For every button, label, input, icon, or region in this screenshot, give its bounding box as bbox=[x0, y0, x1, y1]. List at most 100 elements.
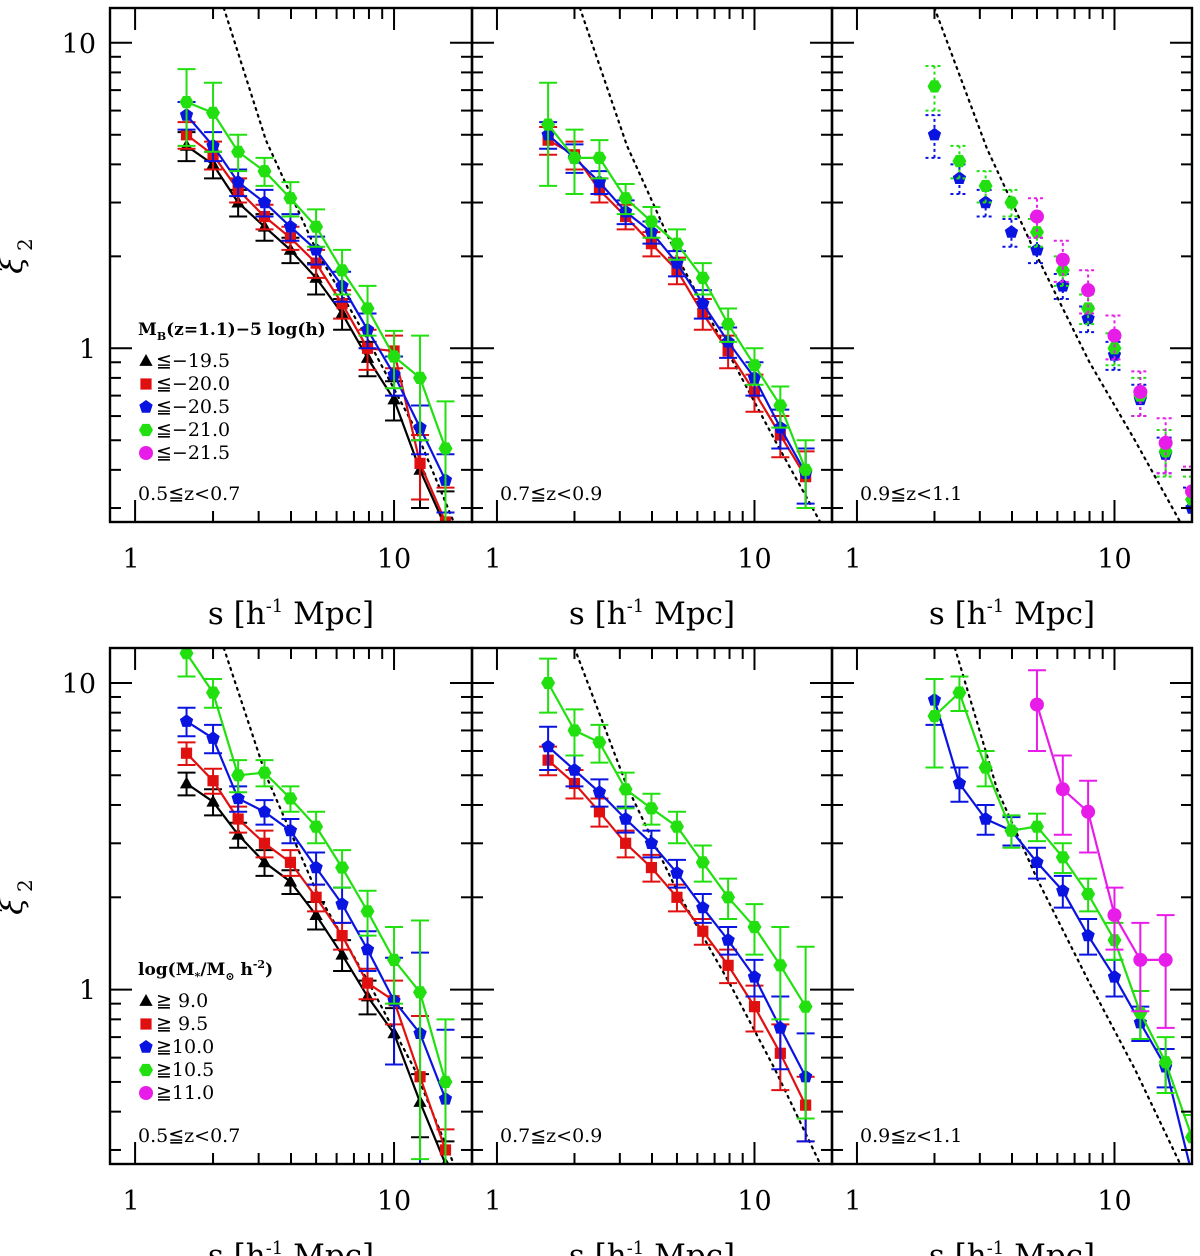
legend-title-part: /M bbox=[200, 960, 225, 980]
legend-entry-label: ≦−19.5 bbox=[156, 350, 230, 372]
legend-marker bbox=[139, 423, 153, 437]
legend-title-sub: * bbox=[195, 970, 201, 983]
legend-entry-label: ≧10.5 bbox=[156, 1059, 214, 1081]
data-point bbox=[257, 804, 272, 818]
data-point bbox=[1185, 1167, 1198, 1180]
data-point bbox=[1107, 342, 1122, 355]
data-point bbox=[257, 195, 272, 209]
x-tick-label: 10 bbox=[1097, 1186, 1131, 1217]
data-point bbox=[1081, 887, 1096, 901]
data-point bbox=[207, 775, 219, 787]
data-point bbox=[671, 891, 683, 903]
x-tick-label: 1 bbox=[844, 1186, 861, 1217]
series-line bbox=[547, 682, 807, 1008]
data-point bbox=[927, 710, 942, 723]
data-point bbox=[1056, 883, 1070, 897]
x-axis-label-main: s [h bbox=[208, 596, 266, 632]
data-point bbox=[232, 813, 244, 825]
reference-dotted-line bbox=[933, 8, 1182, 522]
legend-mass: log(M*/M⊙ h-2) ≧ 9.0≧ 9.5≧10.0≧10.5≧11.0 bbox=[138, 958, 273, 1104]
data-point bbox=[360, 942, 375, 956]
panel-r0-c0: 1 10s [h-1 Mpc]0.5≦z<0.7MB(z=1.1)−5 log(h… bbox=[108, 6, 474, 632]
data-point bbox=[1158, 1056, 1173, 1069]
data-point bbox=[387, 953, 401, 966]
data-point bbox=[1185, 1131, 1192, 1144]
data-point bbox=[360, 905, 375, 918]
data-point bbox=[1158, 952, 1173, 967]
legend-entry-label: ≧ 9.0 bbox=[156, 990, 208, 1012]
x-axis-label-main: s [h bbox=[569, 1238, 627, 1256]
data-point bbox=[1055, 252, 1070, 267]
data-point bbox=[284, 856, 297, 868]
data-point bbox=[283, 823, 298, 837]
data-point bbox=[206, 794, 220, 807]
plot-area bbox=[177, 648, 455, 1164]
data-point bbox=[414, 457, 426, 469]
data-point bbox=[335, 861, 350, 874]
data-point bbox=[206, 731, 220, 744]
x-axis-label: s [h-1 Mpc] bbox=[208, 596, 374, 632]
x-axis-label-unit: Mpc] bbox=[644, 596, 735, 632]
data-point bbox=[773, 959, 788, 972]
y-axis-label: ξ2 bbox=[0, 238, 37, 274]
data-point bbox=[309, 820, 324, 833]
data-point bbox=[721, 318, 736, 331]
data-point bbox=[387, 350, 401, 363]
panel-r1-c2: 1 10 s [h-1 Mpc] 0.9≦z<1.1 bbox=[830, 646, 1198, 1256]
data-point bbox=[798, 1000, 813, 1013]
legend-title: log(M*/M⊙ h-2) bbox=[138, 958, 273, 983]
series-red bbox=[539, 745, 815, 1143]
legend-entry-label: ≧11.0 bbox=[156, 1082, 214, 1104]
data-point bbox=[670, 866, 684, 879]
panel-frame bbox=[830, 646, 1194, 1166]
x-axis-label-unit: Mpc] bbox=[283, 1238, 374, 1256]
data-point bbox=[721, 933, 735, 946]
data-point bbox=[644, 215, 659, 228]
data-point bbox=[1004, 196, 1019, 209]
data-point bbox=[258, 837, 271, 849]
data-point bbox=[1185, 484, 1192, 499]
redshift-label: 0.7≦z<0.9 bbox=[500, 1125, 602, 1147]
panel-r1-c0: 1 10 s [h-1 Mpc] 0.5≦z<0.7 log(M*/M⊙ h-2) ≧ 9… bbox=[108, 646, 474, 1256]
data-point bbox=[335, 897, 349, 910]
x-axis-label-unit: Mpc] bbox=[1004, 1238, 1095, 1256]
legend-entry-label: ≧10.0 bbox=[156, 1036, 214, 1058]
x-tick-label: 10 bbox=[377, 1186, 411, 1217]
x-axis-label-sup: -1 bbox=[987, 596, 1005, 617]
data-point bbox=[1133, 952, 1148, 967]
data-point bbox=[592, 151, 607, 164]
x-axis-label: s [h-1 Mpc] bbox=[208, 1238, 374, 1256]
data-point bbox=[179, 96, 194, 109]
series-line bbox=[1035, 704, 1166, 962]
series-blue bbox=[539, 725, 815, 1143]
y-axis-label-sub: 2 bbox=[13, 879, 37, 892]
data-point bbox=[1133, 384, 1148, 399]
data-point bbox=[1133, 1006, 1148, 1019]
redshift-label: 0.9≦z<1.1 bbox=[860, 1125, 962, 1147]
legend-title-part: (z=1.1)−5 log(h) bbox=[166, 320, 326, 340]
data-point bbox=[695, 856, 710, 869]
redshift-label: 0.5≦z<0.7 bbox=[138, 483, 240, 505]
legend-marker bbox=[139, 1086, 153, 1100]
series-red bbox=[539, 126, 815, 510]
data-point bbox=[952, 776, 967, 790]
redshift-label: 0.7≦z<0.9 bbox=[500, 483, 602, 505]
x-axis-label: s [h-1 Mpc] bbox=[929, 596, 1095, 632]
data-point bbox=[179, 776, 194, 789]
y-tick-label: 10 bbox=[62, 29, 96, 60]
data-point bbox=[748, 1001, 761, 1013]
data-point bbox=[722, 959, 734, 971]
data-point bbox=[336, 930, 348, 942]
legend-entry-label: ≦−20.5 bbox=[156, 396, 230, 418]
series-line bbox=[547, 123, 807, 471]
data-point bbox=[620, 837, 632, 849]
data-point bbox=[670, 237, 684, 250]
redshift-label: 0.5≦z<0.7 bbox=[138, 1125, 240, 1147]
plot-area bbox=[925, 648, 1198, 1180]
data-point bbox=[697, 925, 709, 937]
data-point bbox=[695, 271, 710, 284]
y-axis-label-main: ξ bbox=[0, 896, 30, 915]
data-point bbox=[231, 175, 245, 188]
series-line bbox=[547, 139, 807, 478]
